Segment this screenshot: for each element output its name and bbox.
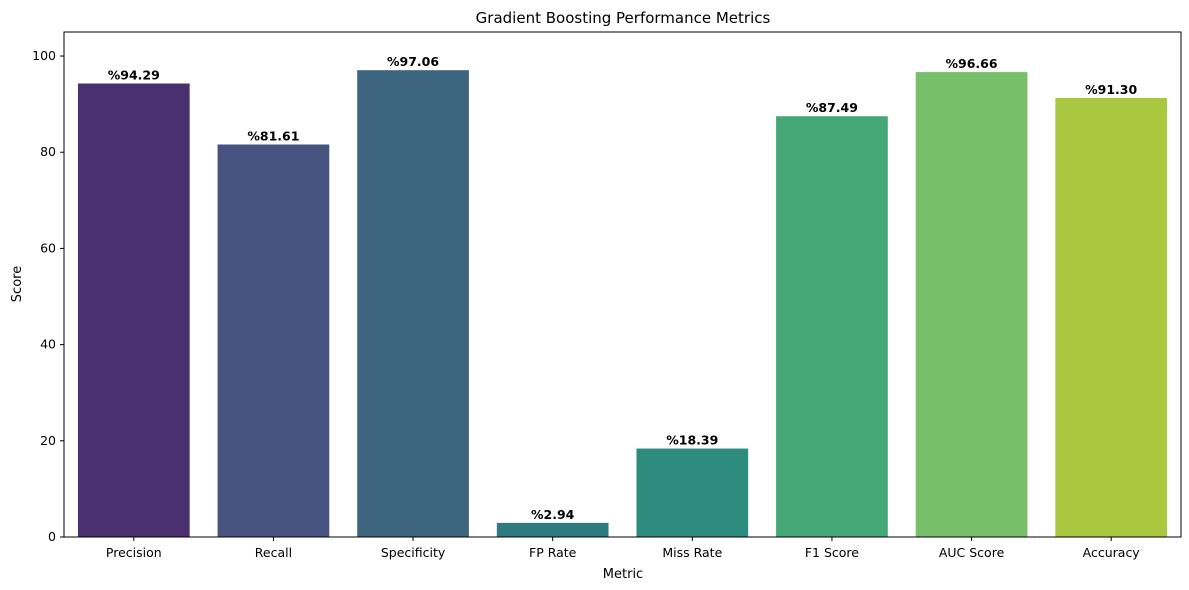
data-label: %91.30 xyxy=(1085,82,1137,97)
data-label: %94.29 xyxy=(108,68,160,83)
x-tick-label: Specificity xyxy=(381,545,446,560)
bar-miss-rate xyxy=(636,448,749,537)
plot-frame xyxy=(63,31,1182,538)
chart-title: Gradient Boosting Performance Metrics xyxy=(476,9,771,27)
bars-group xyxy=(77,70,1168,538)
x-tick-label: Miss Rate xyxy=(662,545,722,560)
bar-accuracy xyxy=(1055,97,1168,537)
x-tick-label: FP Rate xyxy=(529,545,577,560)
bar-fp-rate xyxy=(496,522,609,537)
bar-recall xyxy=(217,144,330,538)
y-axis-label: Score xyxy=(10,266,25,302)
data-label: %96.66 xyxy=(946,56,998,71)
x-tick-label: Accuracy xyxy=(1083,545,1141,560)
y-axis: 0 20 40 60 80 100 xyxy=(32,48,64,544)
x-tick-label: Precision xyxy=(106,545,162,560)
y-tick-label: 0 xyxy=(48,529,56,544)
y-tick-label: 100 xyxy=(32,48,56,63)
x-tick-label: AUC Score xyxy=(939,545,1005,560)
data-label: %87.49 xyxy=(806,100,858,115)
bar-specificity xyxy=(357,70,469,537)
data-label: %2.94 xyxy=(531,507,575,522)
data-label: %97.06 xyxy=(387,54,439,69)
y-tick-label: 40 xyxy=(40,337,56,352)
x-tick-label: Recall xyxy=(255,545,292,560)
bar-auc-score xyxy=(915,72,1028,538)
x-axis: Precision Recall Specificity FP Rate Miss Ra… xyxy=(106,537,1140,560)
data-label: %18.39 xyxy=(666,433,718,448)
data-labels-group: %94.29 %81.61 %97.06 %2.94 %18.39 %87.49 %96.6… xyxy=(108,54,1138,522)
bar-f1-score xyxy=(776,116,888,538)
x-axis-label: Metric xyxy=(603,567,643,582)
bar-precision xyxy=(77,83,190,537)
y-tick-label: 80 xyxy=(40,144,56,159)
y-tick-label: 20 xyxy=(40,433,56,448)
y-tick-label: 60 xyxy=(40,240,56,255)
data-label: %81.61 xyxy=(247,128,299,143)
x-tick-label: F1 Score xyxy=(805,545,859,560)
